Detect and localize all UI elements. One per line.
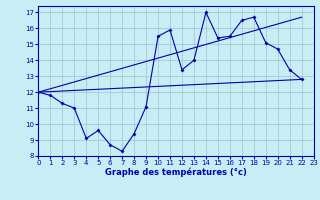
X-axis label: Graphe des températures (°c): Graphe des températures (°c) xyxy=(105,168,247,177)
